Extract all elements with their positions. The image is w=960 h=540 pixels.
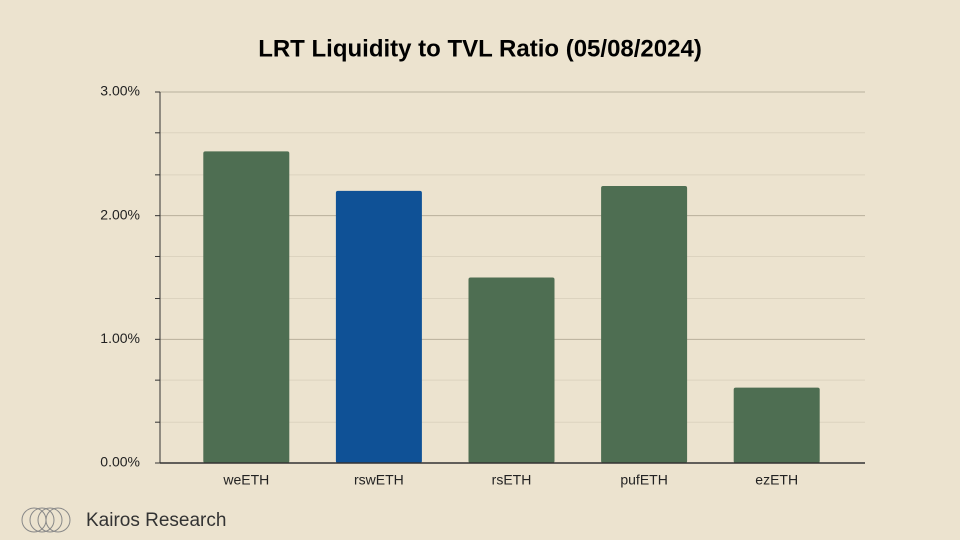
y-tick-label: 1.00%: [100, 330, 140, 346]
y-tick-label: 3.00%: [100, 83, 140, 99]
bar: [203, 151, 290, 464]
y-tick-label: 2.00%: [100, 206, 140, 222]
bar: [733, 387, 820, 463]
logo: [21, 507, 71, 533]
x-tick-label: pufETH: [620, 472, 667, 488]
x-tick-label: rsETH: [492, 472, 532, 488]
bar: [468, 277, 555, 463]
y-tick-label: 0.00%: [100, 454, 140, 470]
bar: [335, 190, 422, 463]
x-tick-label: rswETH: [354, 472, 404, 488]
x-tick-label: ezETH: [755, 472, 798, 488]
chart-title: LRT Liquidity to TVL Ratio (05/08/2024): [258, 35, 702, 62]
x-tick-label: weETH: [222, 472, 269, 488]
brand: Kairos Research: [86, 510, 226, 531]
bar: [601, 185, 688, 463]
